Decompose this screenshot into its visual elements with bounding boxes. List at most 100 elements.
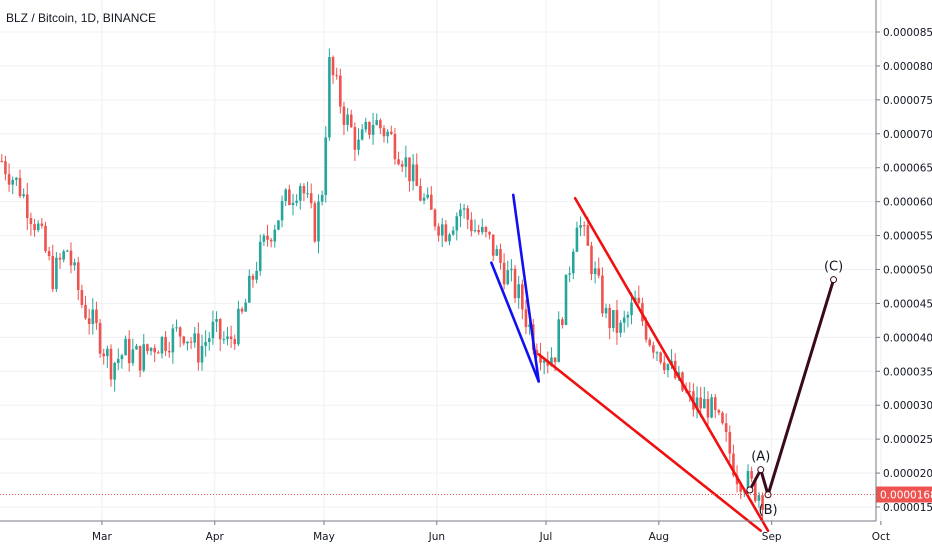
candle-body — [306, 193, 309, 195]
candle-body — [637, 297, 641, 304]
candle-body — [273, 229, 277, 242]
candle-body — [171, 328, 175, 353]
candle-body — [499, 249, 502, 263]
candle-body — [517, 284, 520, 299]
candle-body — [579, 225, 582, 228]
candle-body — [240, 308, 244, 312]
candle-body — [317, 201, 320, 242]
candle-body — [342, 106, 346, 125]
candle-body — [444, 224, 448, 242]
candle-body — [586, 225, 590, 246]
y-axis[interactable]: 0.00001500 0.00002000 0.00002500 0.00003000… — [875, 0, 932, 521]
candle-body — [480, 227, 484, 233]
candle-body — [557, 319, 561, 363]
candle-body — [644, 321, 648, 340]
candle-body — [233, 339, 237, 345]
y-tick-label: 0.00003000 — [883, 400, 932, 412]
candle-body — [655, 352, 659, 354]
candle-body — [371, 124, 375, 135]
candle-body — [320, 194, 324, 202]
candle-body — [761, 495, 764, 510]
trendline-blue — [511, 193, 541, 383]
candle-body — [47, 251, 51, 257]
candle-body — [524, 309, 528, 328]
candle-body — [502, 262, 506, 285]
candle-body — [721, 412, 724, 424]
candle-body — [375, 120, 379, 125]
y-tick-label: 0.00005000 — [883, 265, 932, 277]
candle-body — [506, 270, 510, 285]
candle-body — [448, 234, 451, 242]
candle-body — [309, 193, 313, 204]
candle-body — [4, 161, 7, 175]
candle-body — [25, 194, 29, 219]
candle-body — [175, 327, 178, 329]
candle-body — [244, 302, 247, 312]
candle-body — [302, 186, 306, 194]
candle-body — [11, 179, 15, 185]
candle-body — [695, 397, 699, 410]
candle-body — [590, 245, 593, 275]
y-tick-label: 0.00004000 — [883, 332, 932, 344]
y-tick-label: 0.00006500 — [883, 163, 932, 175]
candle-body — [495, 249, 499, 256]
candle-body — [284, 189, 288, 202]
candle-body — [662, 362, 666, 371]
candle-body — [69, 250, 73, 266]
candle-body — [211, 321, 215, 339]
candle-body — [138, 345, 142, 371]
x-tick-label: Apr — [206, 531, 225, 543]
x-axis[interactable]: MarAprMayJunJulAugSepOct17 — [0, 520, 932, 543]
candle-body — [535, 349, 539, 355]
trendline-red — [573, 196, 770, 533]
candle-body — [142, 344, 146, 371]
candle-body — [426, 194, 429, 198]
candle-body — [437, 226, 440, 236]
y-tick-label: 0.00002500 — [883, 434, 932, 446]
candle-body — [368, 121, 371, 135]
candle-body — [455, 216, 459, 231]
candle-body — [400, 164, 404, 167]
candle-body — [237, 308, 240, 345]
candle-body — [215, 319, 218, 322]
wave-label: (C) — [824, 260, 843, 275]
candle-body — [51, 256, 55, 290]
candle-body — [200, 345, 204, 363]
candle-body — [408, 157, 411, 182]
candle-body — [116, 359, 120, 363]
candle-body — [582, 225, 586, 227]
candle-body — [295, 200, 298, 203]
candle-body — [189, 341, 193, 343]
candle-body — [753, 478, 757, 501]
candle-body — [62, 251, 65, 260]
candle-body — [484, 227, 488, 232]
candle-body — [619, 322, 622, 333]
candle-body — [622, 317, 626, 323]
candle-body — [73, 262, 76, 266]
candle-body — [36, 223, 40, 231]
candle-body — [564, 274, 568, 325]
candle-body — [553, 357, 557, 363]
y-tick-label: 0.00007000 — [883, 129, 932, 141]
candle-body — [612, 310, 615, 329]
candle-body — [491, 234, 495, 256]
candle-body — [382, 128, 386, 137]
candle-body — [346, 114, 349, 125]
candle-body — [411, 164, 415, 182]
candle-body — [335, 75, 338, 77]
x-tick-label: Jun — [428, 531, 445, 543]
candle-body — [76, 262, 80, 290]
candle-body — [178, 327, 182, 337]
current-price-line: 0.00001684 — [0, 486, 932, 503]
y-tick-label: 0.00004500 — [883, 298, 932, 310]
candle-body — [513, 268, 517, 299]
y-tick-label: 0.00005500 — [883, 231, 932, 243]
candle-body — [58, 257, 62, 260]
candle-body — [389, 131, 393, 134]
candle-body — [18, 177, 22, 197]
candle-body — [106, 348, 109, 357]
candle-body — [280, 201, 284, 221]
candle-body — [313, 203, 317, 242]
candle-body — [568, 273, 571, 275]
